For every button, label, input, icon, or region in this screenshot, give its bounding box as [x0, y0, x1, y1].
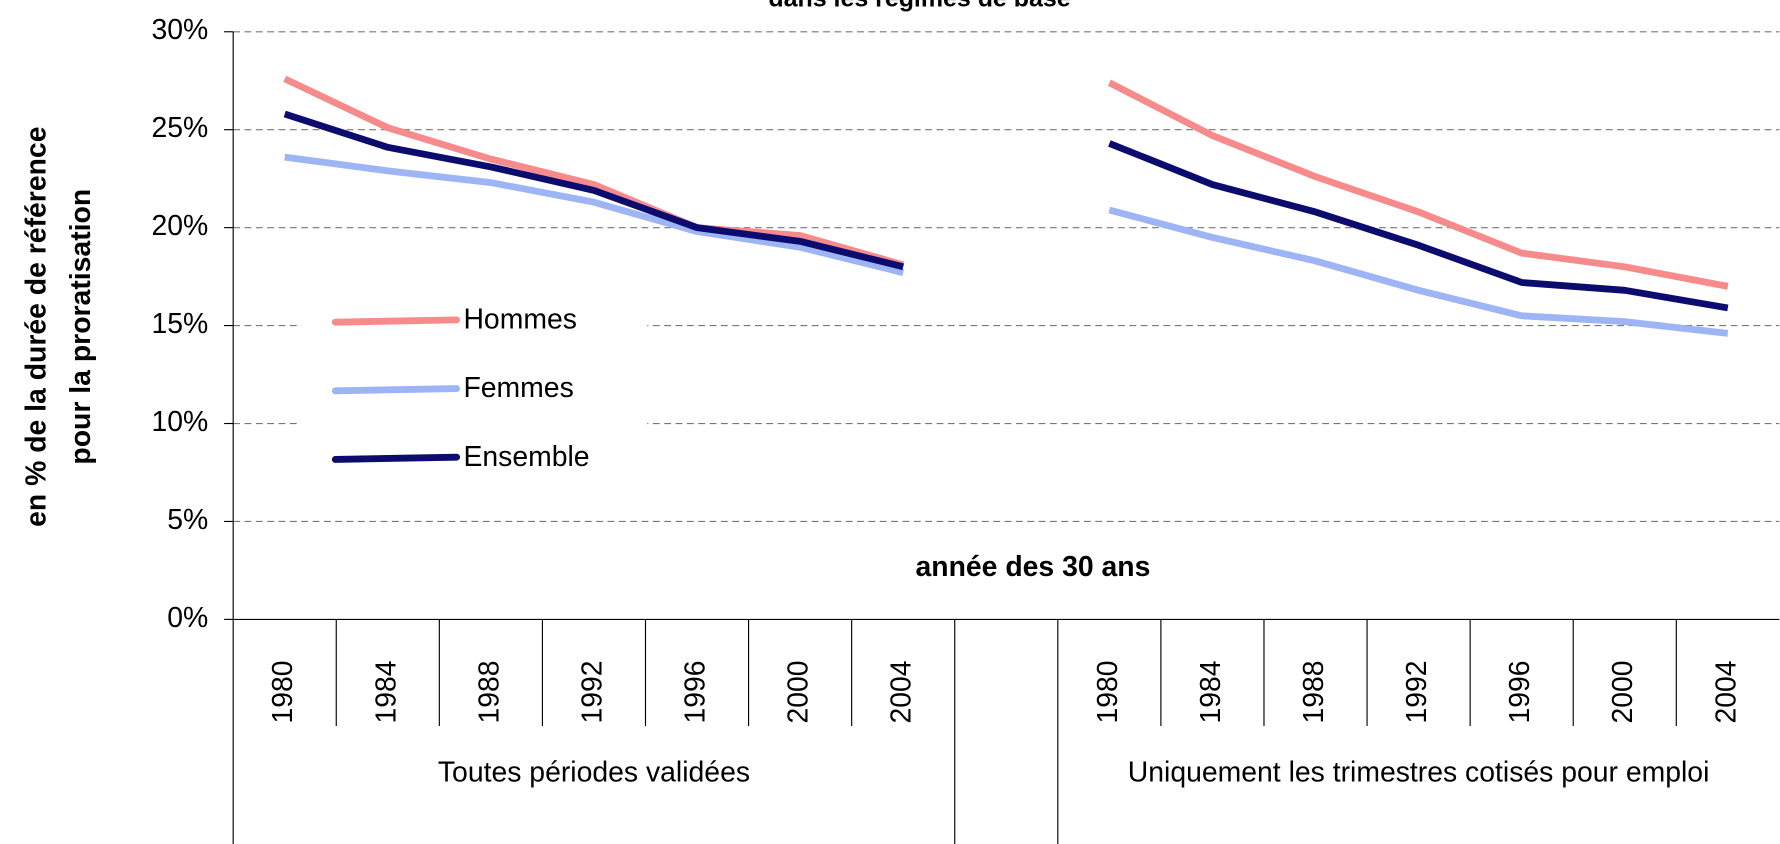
chart-title: dans les régimes de base: [768, 0, 1070, 13]
group-label-box: Uniquement les trimestres cotisés pour e…: [1127, 756, 1710, 789]
x-tick-label: 1992: [576, 660, 608, 723]
y-axis-label: pour la proratisation: [65, 189, 97, 465]
x-tick-label: 1996: [680, 660, 712, 723]
x-tick-label: 2004: [1710, 660, 1742, 723]
y-tick-label: 20%: [151, 210, 208, 242]
y-tick-label: 25%: [151, 112, 208, 144]
group-label-box: Toutes périodes validées: [437, 756, 751, 789]
x-tick-label: 2000: [783, 660, 815, 723]
x-tick-label: 1988: [473, 660, 505, 723]
series-line: [283, 75, 1729, 290]
x-tick-label: 1984: [1195, 660, 1227, 723]
x-tick-label: 1996: [1504, 660, 1536, 723]
legend-label: Femmes: [463, 372, 573, 404]
x-tick-label: 2004: [886, 660, 918, 723]
group-label: Uniquement les trimestres cotisés pour e…: [1127, 756, 1710, 789]
series-line: [283, 110, 1729, 312]
legend-swatch: [331, 385, 461, 395]
y-axis-label: en % de la durée de référence: [21, 127, 53, 527]
x-tick-label: 2000: [1607, 660, 1639, 723]
x-tick-label: 1988: [1298, 660, 1330, 723]
legend-label: Hommes: [463, 304, 576, 336]
y-tick-label: 10%: [151, 406, 208, 438]
x-tick-label: 1992: [1401, 660, 1433, 723]
annotation: année des 30 ans: [915, 551, 1150, 583]
x-tick-label: 1984: [370, 660, 402, 723]
y-tick-label: 0%: [167, 602, 208, 634]
y-tick-label: 5%: [167, 504, 208, 536]
legend-label: Ensemble: [463, 441, 589, 473]
legend-swatch: [331, 316, 461, 326]
x-tick-label: 1980: [267, 660, 299, 723]
series-line: [284, 153, 1729, 337]
x-tick-label: 1980: [1092, 660, 1124, 723]
y-tick-label: 30%: [151, 14, 208, 46]
group-label: Toutes périodes validées: [437, 756, 751, 789]
y-tick-label: 15%: [151, 308, 208, 340]
legend-swatch: [331, 453, 461, 463]
